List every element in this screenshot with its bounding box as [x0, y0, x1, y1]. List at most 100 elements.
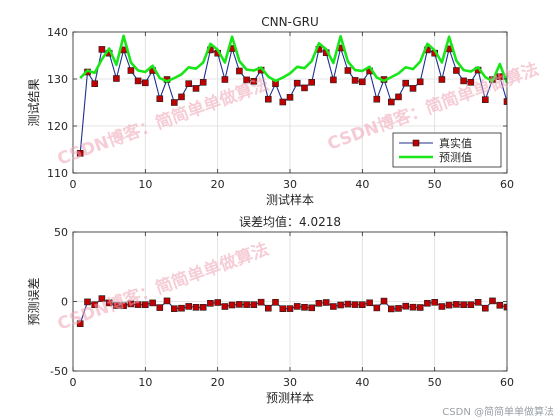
- data-point-marker: [142, 79, 149, 87]
- y-tick-label: -50: [50, 365, 68, 378]
- x-tick-label: 10: [138, 178, 152, 191]
- x-tick-label: 60: [500, 376, 514, 389]
- data-point-marker: [373, 304, 381, 312]
- data-point-marker: [424, 299, 431, 307]
- data-point-marker: [257, 298, 265, 306]
- y-tick-label: 130: [47, 73, 68, 86]
- data-point-marker: [453, 67, 460, 74]
- data-point-marker: [279, 305, 287, 313]
- data-point-marker: [308, 304, 316, 312]
- data-point-marker: [344, 67, 352, 74]
- data-point-marker: [192, 303, 200, 311]
- data-point-marker: [221, 303, 229, 310]
- data-point-marker: [91, 301, 98, 309]
- y-axis-label: 测试结果: [26, 78, 41, 126]
- x-tick-label: 40: [355, 178, 369, 191]
- data-point-marker: [395, 93, 402, 101]
- data-point-marker: [250, 78, 258, 85]
- data-point-marker: [178, 93, 185, 101]
- data-point-marker: [171, 99, 178, 106]
- data-point-marker: [402, 79, 410, 87]
- data-point-marker: [351, 77, 359, 84]
- data-point-marker: [503, 303, 507, 311]
- x-axis-label: 预测样本: [266, 390, 314, 405]
- data-point-marker: [84, 298, 91, 306]
- legend-label: 真实值: [439, 136, 472, 150]
- data-point-marker: [134, 77, 142, 85]
- data-point-marker: [199, 303, 207, 311]
- data-point-marker: [387, 98, 395, 106]
- data-point-marker: [207, 299, 214, 307]
- data-point-marker: [387, 305, 395, 313]
- data-point-marker: [416, 78, 424, 86]
- data-point-marker: [279, 98, 287, 106]
- data-point-marker: [171, 305, 178, 313]
- data-point-marker: [264, 95, 272, 103]
- y-axis-label: 预测误差: [27, 277, 41, 325]
- data-point-marker: [315, 299, 323, 307]
- data-point-marker: [236, 67, 243, 75]
- data-point-marker: [460, 77, 467, 85]
- data-point-marker: [395, 305, 402, 312]
- data-point-marker: [192, 85, 200, 92]
- data-point-marker: [113, 75, 120, 82]
- y-tick-label: 120: [47, 120, 68, 133]
- data-point-marker: [178, 304, 185, 312]
- data-point-marker: [496, 73, 504, 80]
- data-point-marker: [149, 299, 156, 307]
- data-point-marker: [156, 304, 164, 311]
- data-point-marker: [98, 295, 106, 302]
- y-tick-label: 110: [47, 167, 68, 180]
- data-point-marker: [467, 301, 475, 309]
- data-point-marker: [98, 46, 106, 53]
- top-chart-panel: 0 10 20 30 40 50 60 110 120 130 140 CNN-GRU 测试样本 测试结果…: [26, 15, 514, 207]
- data-point-marker: [351, 301, 359, 308]
- data-point-marker: [127, 67, 135, 74]
- data-point-marker: [358, 301, 366, 309]
- data-point-marker: [474, 298, 482, 306]
- data-point-marker: [250, 301, 258, 309]
- legend-swatch-marker: [412, 139, 420, 147]
- data-point-marker: [228, 301, 236, 309]
- data-point-marker: [481, 96, 489, 103]
- data-point-marker: [236, 301, 243, 308]
- data-point-marker: [105, 299, 113, 307]
- data-point-marker: [120, 302, 127, 310]
- data-point-marker: [264, 304, 272, 312]
- data-point-marker: [308, 79, 316, 86]
- series-group: [76, 34, 507, 157]
- data-point-marker: [481, 304, 489, 312]
- data-point-marker: [489, 297, 496, 305]
- x-tick-label: 50: [428, 178, 442, 191]
- data-point-marker: [76, 150, 84, 157]
- data-point-marker: [301, 303, 308, 311]
- data-point-marker: [409, 85, 417, 92]
- data-point-marker: [344, 300, 352, 308]
- x-tick-label: 20: [211, 376, 225, 389]
- data-point-marker: [91, 80, 98, 87]
- data-point-marker: [142, 301, 149, 309]
- data-point-marker: [113, 302, 120, 309]
- footer-watermark: CSDN @简简单单做算法: [442, 407, 554, 418]
- x-tick-label: 50: [428, 376, 442, 389]
- data-point-marker: [409, 303, 417, 311]
- data-point-marker: [322, 299, 330, 306]
- data-point-marker: [337, 301, 344, 309]
- x-tick-label: 40: [355, 376, 369, 389]
- y-tick-label: 140: [47, 26, 68, 39]
- series-group: [76, 295, 507, 328]
- data-point-marker: [134, 301, 142, 308]
- data-point-marker: [243, 76, 250, 84]
- legend-label: 预测值: [439, 151, 472, 164]
- data-point-marker: [286, 94, 294, 101]
- data-point-marker: [185, 80, 192, 87]
- data-point-marker: [431, 298, 439, 306]
- x-tick-label: 0: [70, 178, 77, 191]
- data-point-marker: [416, 304, 424, 311]
- x-tick-label: 0: [70, 376, 77, 389]
- data-point-marker: [286, 305, 294, 312]
- data-point-marker: [438, 303, 446, 310]
- chart-title: CNN-GRU: [261, 15, 319, 29]
- x-tick-label: 10: [138, 376, 152, 389]
